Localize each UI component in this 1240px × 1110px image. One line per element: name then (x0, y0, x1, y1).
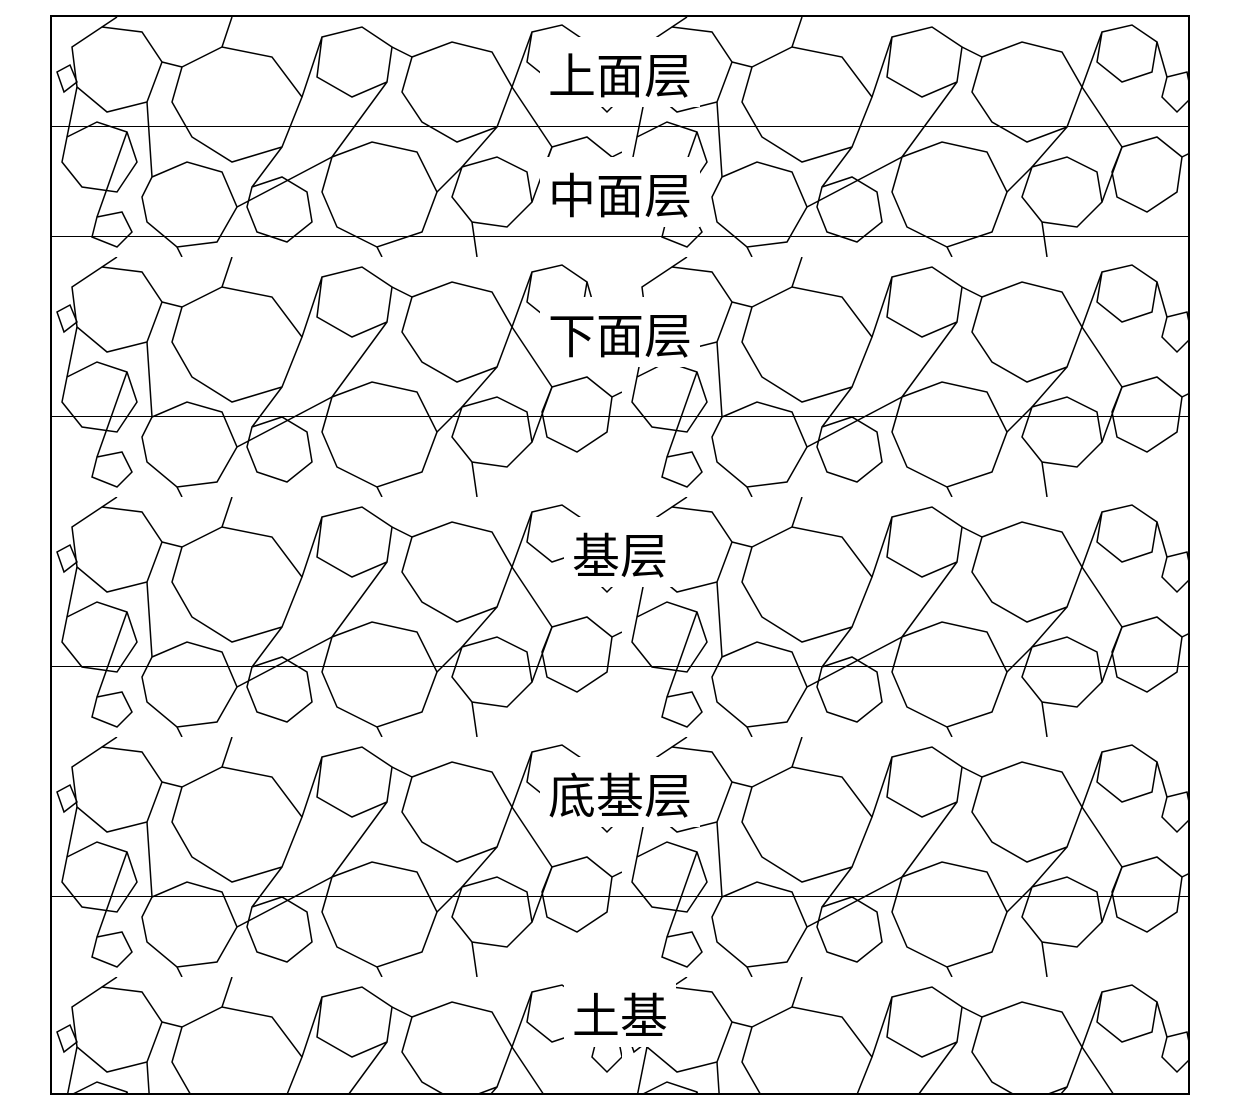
layer-subgrade: 土基 (52, 897, 1188, 1097)
layer-label-base: 基层 (564, 517, 676, 587)
layer-label-top-surface: 上面层 (540, 37, 700, 107)
layer-middle-surface: 中面层 (52, 127, 1188, 237)
layer-top-surface: 上面层 (52, 17, 1188, 127)
layer-label-middle-surface: 中面层 (540, 157, 700, 227)
layer-sub-base: 底基层 (52, 667, 1188, 897)
layer-base: 基层 (52, 417, 1188, 667)
layer-label-subgrade: 土基 (564, 977, 676, 1047)
pavement-diagram: 上面层中面层下面层基层底基层土基 (50, 15, 1190, 1095)
layer-label-sub-base: 底基层 (540, 757, 700, 827)
layer-bottom-surface: 下面层 (52, 237, 1188, 417)
layer-label-bottom-surface: 下面层 (540, 297, 700, 367)
